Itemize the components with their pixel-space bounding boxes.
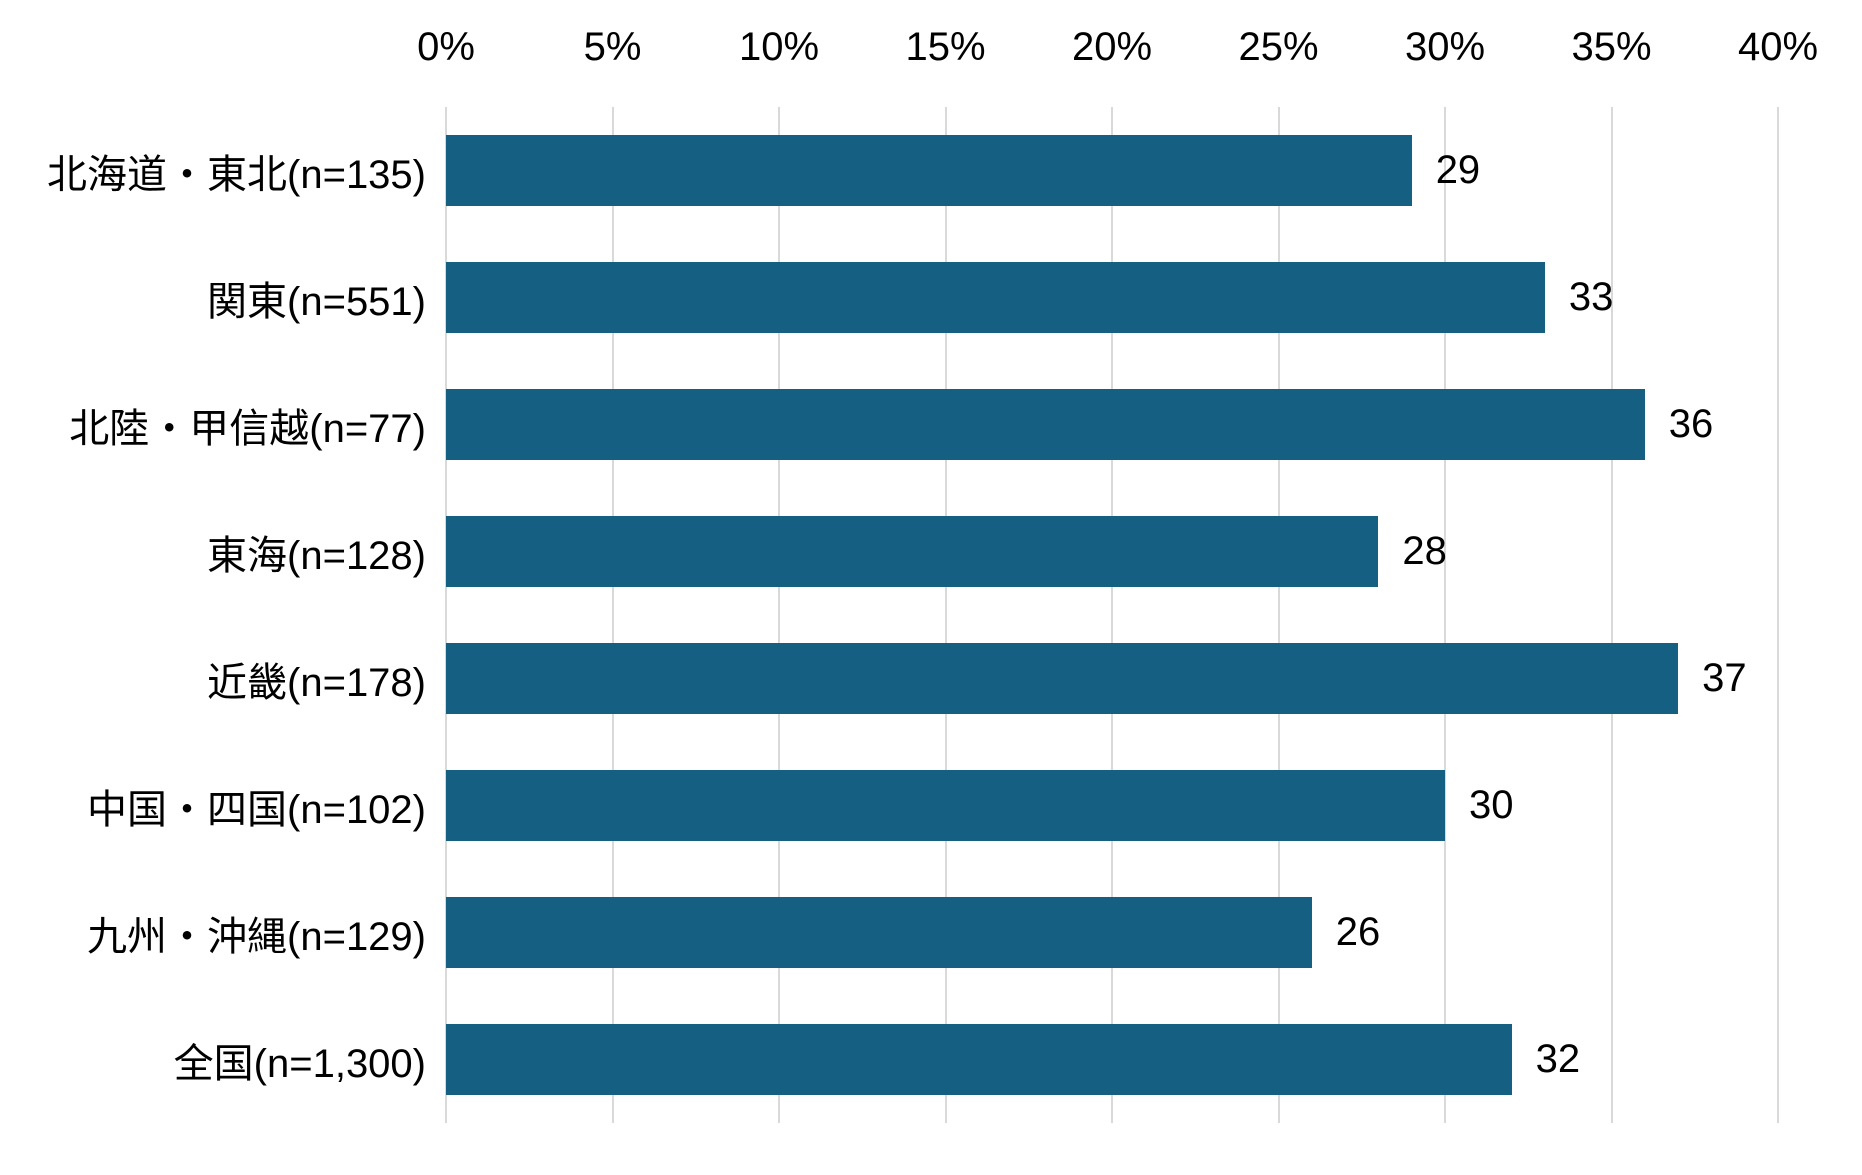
bar-row: 北陸・甲信越(n=77) 36 xyxy=(69,361,1778,488)
bar-row: 北海道・東北(n=135) 29 xyxy=(47,107,1778,234)
x-axis-tick-label: 20% xyxy=(1071,25,1153,69)
gridline xyxy=(1111,107,1113,1123)
category-label: 全国(n=1,300) xyxy=(173,1041,426,1086)
x-axis-tick-label: 40% xyxy=(1737,25,1819,69)
x-axis-tick-label: 5% xyxy=(583,25,642,69)
category-label: 中国・四国(n=102) xyxy=(87,787,426,832)
x-axis-tick-label: 35% xyxy=(1571,25,1652,69)
bar-row: 九州・沖縄(n=129) 26 xyxy=(87,869,1778,996)
bar xyxy=(446,135,1412,206)
value-label: 26 xyxy=(1335,910,1381,954)
value-label: 30 xyxy=(1469,783,1514,827)
bar-row: 全国(n=1,300) 32 xyxy=(174,996,1778,1123)
bar-row: 関東(n=551) 33 xyxy=(207,234,1778,361)
gridline xyxy=(1777,107,1779,1123)
gridline xyxy=(1610,107,1613,1123)
x-axis-tick-label: 30% xyxy=(1404,25,1486,69)
category-label: 九州・沖縄(n=129) xyxy=(87,914,426,959)
bar-rows: 北海道・東北(n=135) 29 関東(n=551) 33 北陸・甲信越(n=7… xyxy=(47,107,1778,1123)
plot-area: 0% 5% 10% 15% 20% 25% 30% 35% 40% 北海道・東北(n=135) … xyxy=(47,25,1818,1123)
gridline xyxy=(1277,107,1280,1123)
gridline xyxy=(778,107,780,1123)
gridline xyxy=(944,107,947,1123)
x-axis-tick-label: 0% xyxy=(417,25,475,69)
category-label: 関東(n=551) xyxy=(207,279,426,324)
bar-row: 東海(n=128) 28 xyxy=(207,488,1778,615)
gridline xyxy=(1444,107,1446,1123)
x-axis-tick-label: 10% xyxy=(738,25,820,69)
gridline xyxy=(611,107,614,1123)
bar xyxy=(446,643,1679,714)
category-label: 北陸・甲信越(n=77) xyxy=(69,406,426,451)
category-label: 東海(n=128) xyxy=(207,533,426,578)
value-label: 32 xyxy=(1535,1037,1581,1081)
bar xyxy=(446,516,1379,587)
bar xyxy=(446,389,1645,460)
gridline xyxy=(445,107,447,1123)
x-axis-tick-label: 25% xyxy=(1238,25,1319,69)
value-label: 36 xyxy=(1668,402,1714,446)
value-label: 33 xyxy=(1568,275,1614,319)
value-label: 37 xyxy=(1702,656,1747,700)
value-label: 28 xyxy=(1402,529,1447,573)
bar xyxy=(446,1024,1512,1095)
bar xyxy=(446,897,1312,968)
category-label: 北海道・東北(n=135) xyxy=(47,152,426,197)
x-axis-tick-label: 15% xyxy=(905,25,986,69)
bar-row: 近畿(n=178) 37 xyxy=(207,615,1778,742)
bar-row: 中国・四国(n=102) 30 xyxy=(87,742,1778,869)
value-label: 29 xyxy=(1435,148,1481,192)
category-label: 近畿(n=178) xyxy=(207,660,426,705)
bar xyxy=(446,262,1545,333)
bar xyxy=(446,770,1445,841)
